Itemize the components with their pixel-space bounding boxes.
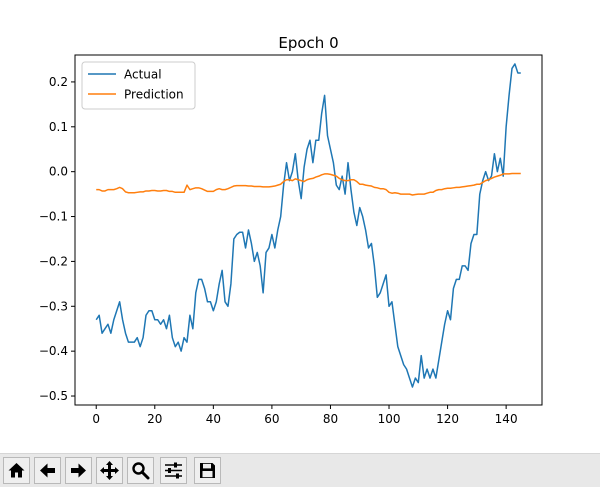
move-icon — [100, 461, 119, 480]
home-icon — [8, 463, 25, 478]
series-line-prediction — [96, 172, 521, 196]
x-tick-label: 40 — [206, 412, 221, 426]
figure-canvas: Epoch 0 0 20 40 60 80 100 120 140 −0.5 −0.4 −0.3 −0.… — [38, 34, 543, 426]
pan-button[interactable] — [96, 457, 123, 484]
y-tick-label: −0.4 — [39, 344, 68, 358]
y-tick-label: −0.3 — [39, 299, 68, 313]
save-button[interactable] — [194, 457, 221, 484]
legend-label-prediction: Prediction — [124, 88, 184, 102]
home-button[interactable] — [3, 457, 30, 484]
arrow-right-icon — [71, 463, 86, 478]
arrow-left-icon — [40, 463, 55, 478]
chart-title: Epoch 0 — [278, 34, 338, 52]
legend-label-actual: Actual — [124, 68, 162, 82]
floppy-disk-icon — [200, 463, 215, 478]
configure-subplots-button[interactable] — [160, 457, 187, 484]
y-tick-label: 0.2 — [49, 75, 68, 89]
x-tick-label: 80 — [323, 412, 338, 426]
magnifier-icon — [132, 462, 150, 480]
x-tick-label: 140 — [495, 412, 518, 426]
x-tick-label: 100 — [378, 412, 401, 426]
y-tick-label: 0.1 — [49, 120, 68, 134]
x-tick-label: 0 — [92, 412, 100, 426]
sliders-icon — [165, 462, 182, 479]
x-tick-label: 20 — [147, 412, 162, 426]
series-line-actual — [95, 63, 521, 388]
line-chart: Epoch 0 0 20 40 60 80 100 120 140 −0.5 −0.4 −0.3 −0.… — [39, 34, 543, 426]
plot-area-frame — [74, 54, 543, 406]
x-tick-label: 60 — [264, 412, 279, 426]
zoom-button[interactable] — [127, 457, 154, 484]
y-tick-label: 0.0 — [49, 165, 68, 179]
y-tick-label: −0.1 — [39, 210, 68, 224]
navigation-toolbar — [0, 453, 600, 487]
back-button[interactable] — [34, 457, 61, 484]
x-tick-label: 120 — [436, 412, 459, 426]
y-tick-label: −0.5 — [39, 389, 68, 403]
y-tick-label: −0.2 — [39, 254, 68, 268]
forward-button[interactable] — [65, 457, 92, 484]
